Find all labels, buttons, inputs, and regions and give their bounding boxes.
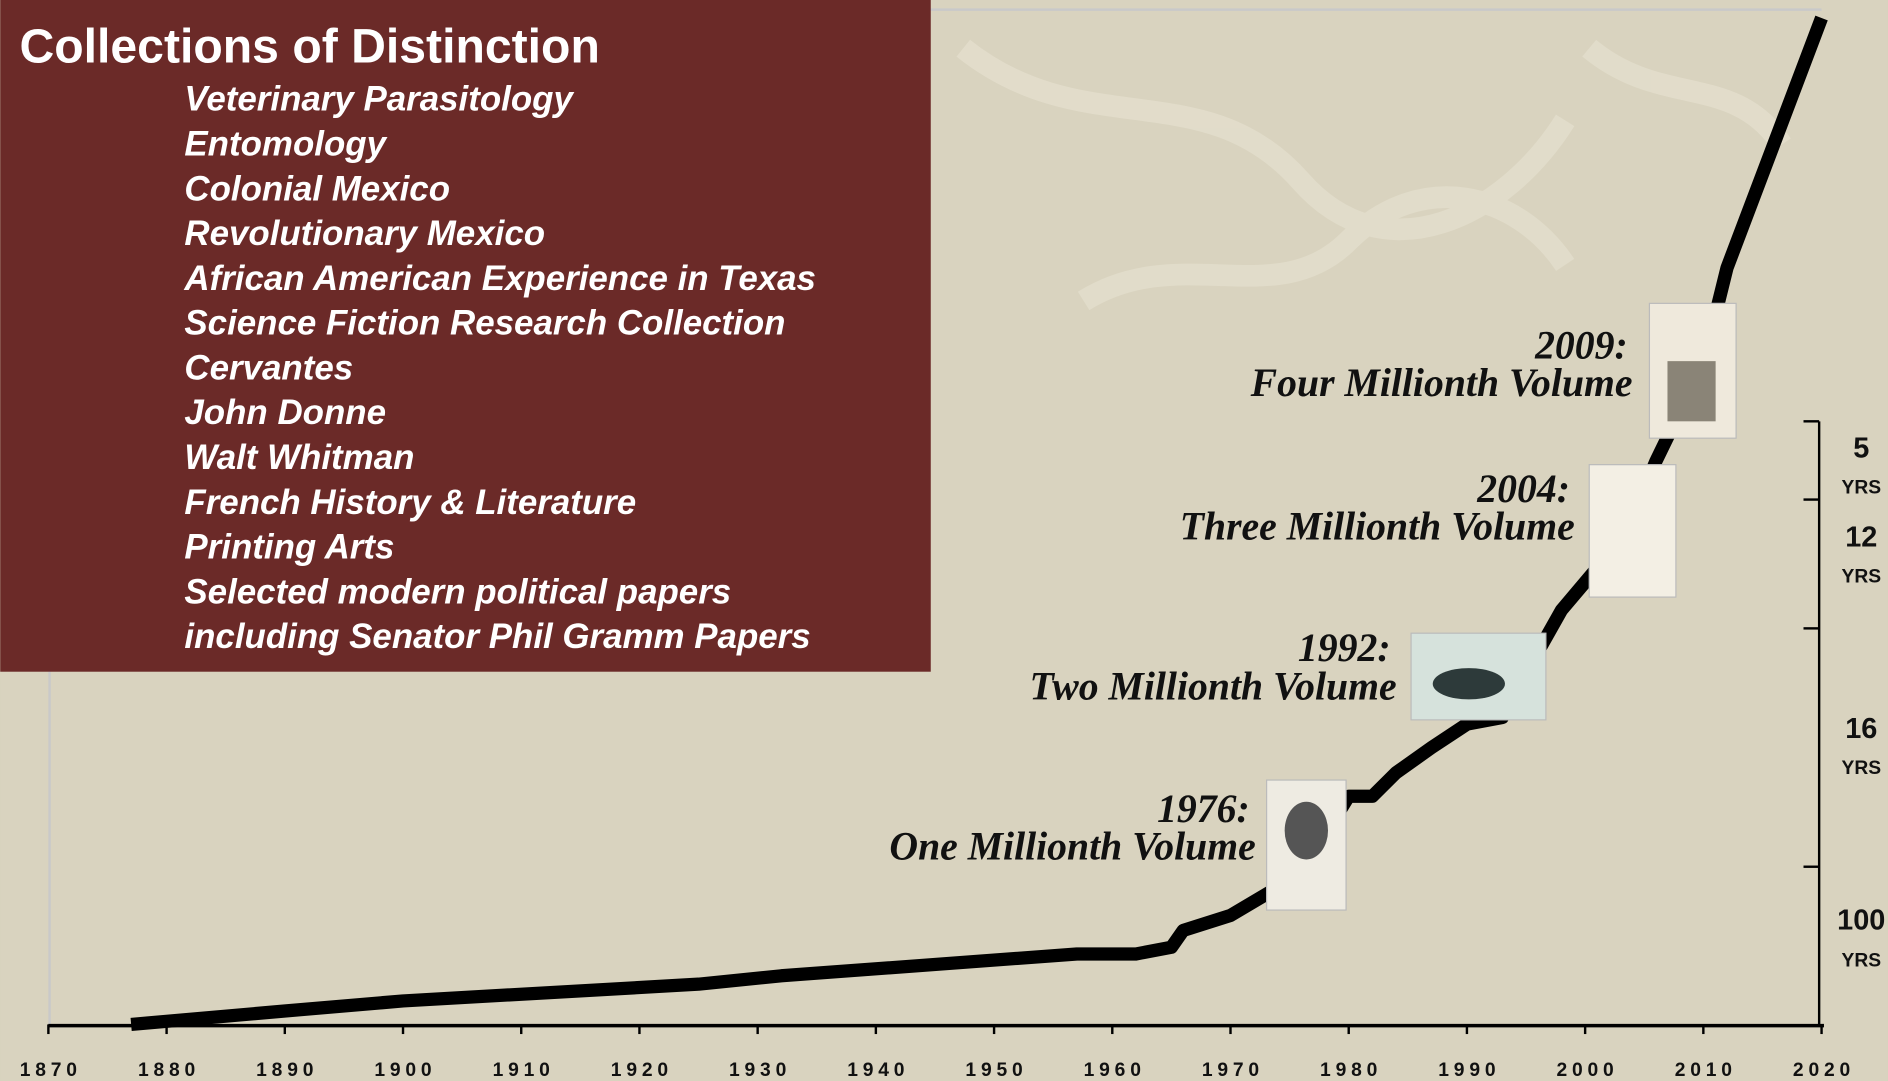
interval-unit: YRS bbox=[1841, 758, 1881, 779]
book-image bbox=[1588, 464, 1677, 598]
collection-item: Revolutionary Mexico bbox=[184, 214, 545, 253]
interval-unit: YRS bbox=[1841, 478, 1881, 499]
collection-item: including Senator Phil Gramm Papers bbox=[184, 617, 810, 656]
collections-panel bbox=[0, 0, 931, 672]
collection-item: Science Fiction Research Collection bbox=[184, 304, 785, 343]
interval-value: 16 bbox=[1845, 713, 1877, 745]
bird-image bbox=[1432, 668, 1505, 700]
x-tick-label: 1870 bbox=[20, 1060, 82, 1081]
interval-bracket bbox=[1803, 420, 1821, 1026]
x-tick-label: 1920 bbox=[611, 1060, 673, 1081]
collections-list: Veterinary Parasitology Entomology Colonia… bbox=[183, 80, 816, 656]
collection-item: Walt Whitman bbox=[184, 438, 414, 477]
collection-item: Printing Arts bbox=[184, 528, 394, 567]
background-ornament bbox=[956, 39, 1791, 311]
interval-value: 5 bbox=[1853, 432, 1869, 464]
x-tick-label: 1940 bbox=[847, 1060, 909, 1081]
milestone-images bbox=[1266, 302, 1737, 911]
milestone-text: Three Millionth Volume bbox=[1180, 504, 1575, 548]
collection-item: Cervantes bbox=[184, 348, 353, 387]
x-tick-label: 2000 bbox=[1556, 1060, 1618, 1081]
milestone-year: 2009: bbox=[1534, 324, 1628, 368]
milestone-text: Four Millionth Volume bbox=[1250, 361, 1633, 405]
annotations: 1976:One Millionth Volume 1992:Two Millio… bbox=[889, 324, 1885, 972]
x-tick-label: 1910 bbox=[493, 1060, 555, 1081]
panel-title: Collections of Distinction bbox=[19, 20, 599, 74]
book-image bbox=[1667, 361, 1716, 422]
milestone-year: 1976: bbox=[1157, 787, 1250, 831]
milestone-text: One Millionth Volume bbox=[889, 825, 1255, 869]
x-tick-label: 1880 bbox=[138, 1060, 200, 1081]
x-tick-label: 1970 bbox=[1202, 1060, 1264, 1081]
x-tick-label: 2020 bbox=[1793, 1060, 1855, 1081]
interval-value: 100 bbox=[1837, 904, 1885, 936]
portrait-image bbox=[1284, 801, 1329, 860]
x-tick-label: 1990 bbox=[1438, 1060, 1500, 1081]
milestone-year: 1992: bbox=[1298, 626, 1391, 670]
x-tick-label: 1930 bbox=[729, 1060, 791, 1081]
milestone-text: Two Millionth Volume bbox=[1029, 664, 1396, 708]
collection-item: African American Experience in Texas bbox=[183, 259, 816, 298]
x-tick-label: 1950 bbox=[965, 1060, 1027, 1081]
x-tick-label: 1900 bbox=[374, 1060, 436, 1081]
collection-item: Colonial Mexico bbox=[184, 169, 450, 208]
collection-item: John Donne bbox=[184, 393, 386, 432]
interval-value: 12 bbox=[1845, 522, 1877, 554]
x-tick-label: 1890 bbox=[256, 1060, 318, 1081]
x-tick-label: 1960 bbox=[1084, 1060, 1146, 1081]
x-tick-label: 1980 bbox=[1320, 1060, 1382, 1081]
collection-item: Entomology bbox=[184, 125, 387, 164]
milestone-year: 2004: bbox=[1476, 467, 1570, 511]
x-tick-label: 2010 bbox=[1675, 1060, 1737, 1081]
collection-item: Selected modern political papers bbox=[184, 572, 731, 611]
interval-unit: YRS bbox=[1841, 567, 1881, 588]
interval-unit: YRS bbox=[1841, 951, 1881, 972]
collection-item: Veterinary Parasitology bbox=[184, 80, 574, 119]
collection-item: French History & Literature bbox=[184, 483, 636, 522]
